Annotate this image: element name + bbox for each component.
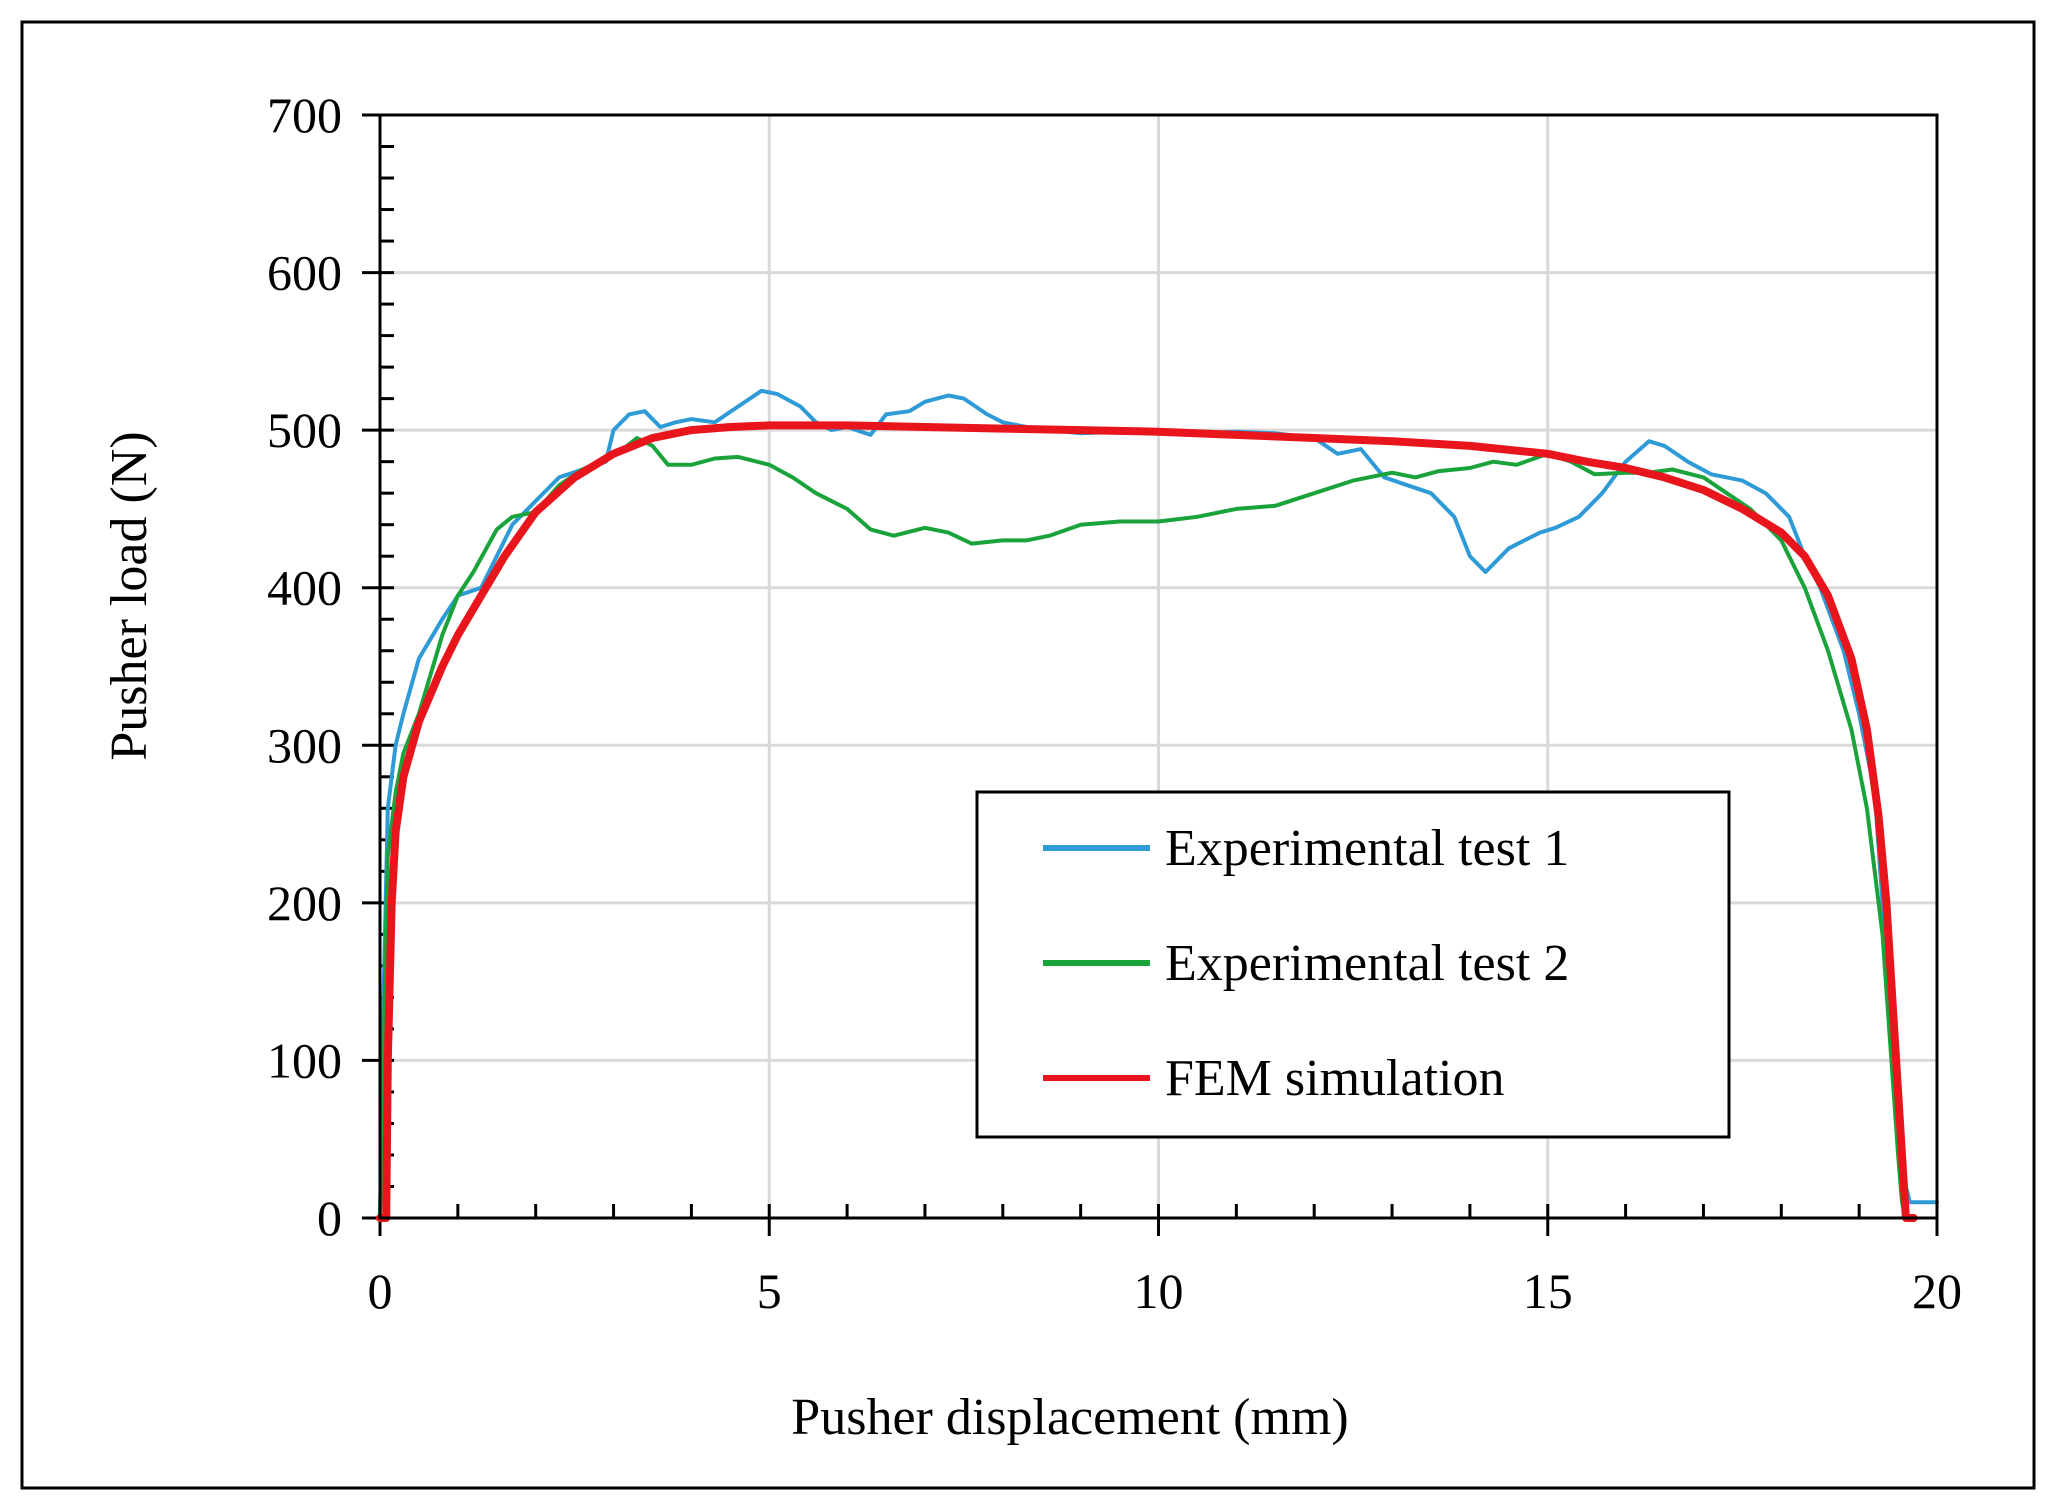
- y-tick-label: 400: [267, 560, 342, 616]
- x-tick-label: 5: [757, 1263, 782, 1319]
- x-tick-label: 20: [1912, 1263, 1962, 1319]
- y-tick-label: 100: [267, 1032, 342, 1088]
- series-layer: [376, 388, 1939, 1222]
- x-axis-label: Pusher displacement (mm): [791, 1389, 1348, 1446]
- x-tick-label: 0: [368, 1263, 393, 1319]
- plot-area-border: [378, 113, 1939, 1220]
- y-tick-label: 600: [267, 245, 342, 301]
- x-tick-labels: 0 5 10 15 20: [368, 1263, 1963, 1319]
- y-tick-label: 500: [267, 402, 342, 458]
- y-tick-labels: 0 100 200 300 400 500 600 700: [267, 87, 342, 1246]
- y-tick-label: 200: [267, 875, 342, 931]
- y-tick-label: 700: [267, 87, 342, 143]
- legend-label-3: FEM simulation: [1165, 1050, 1504, 1107]
- x-tick-label: 15: [1523, 1263, 1573, 1319]
- y-tick-label: 300: [267, 717, 342, 773]
- x-tick-label: 10: [1134, 1263, 1184, 1319]
- legend-label-2: Experimental test 2: [1165, 935, 1569, 992]
- series-line-3: [376, 421, 1918, 1222]
- y-tick-label: 0: [317, 1190, 342, 1246]
- y-axis-label: Pusher load (N): [101, 431, 158, 760]
- legend-label-1: Experimental test 1: [1165, 820, 1569, 877]
- legend: Experimental test 1 Experimental test 2 FE…: [975, 790, 1731, 1139]
- figure-border: [20, 20, 2036, 1490]
- legend-entries: Experimental test 1 Experimental test 2 FE…: [1043, 820, 1569, 1107]
